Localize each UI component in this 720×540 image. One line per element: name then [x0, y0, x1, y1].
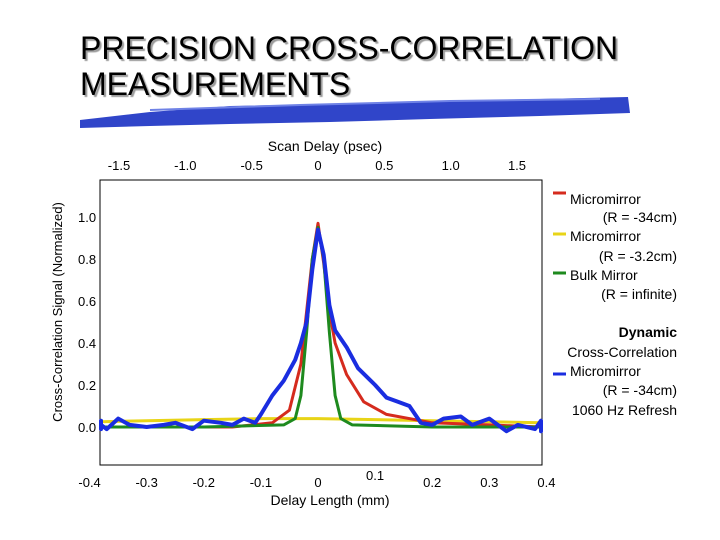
bottom-tick-label: 0 [314, 475, 321, 490]
top-tick-label: 1.5 [508, 158, 526, 173]
plot-frame [99, 179, 543, 466]
top-tick-label: 0 [314, 158, 321, 173]
slide-title-line-1: PRECISION CROSS-CORRELATION [80, 30, 619, 66]
top-tick-label: 0.5 [375, 158, 393, 173]
top-tick-label: 1.0 [442, 158, 460, 173]
y-axis-label: Cross-Correlation Signal (Normalized) [50, 202, 65, 422]
legend-label-2b: (R = -3.2cm) [599, 248, 677, 264]
bottom-tick-label: -0.3 [135, 475, 157, 490]
brush-stroke-divider [80, 97, 630, 128]
y-tick-label: 0.4 [78, 336, 96, 351]
y-tick-label: 0.8 [78, 252, 96, 267]
top-tick-label: -0.5 [240, 158, 262, 173]
top-axis-ticks: -1.5 -1.0 -0.5 0 0.5 1.0 1.5 [108, 158, 526, 173]
y-tick-label: 0.0 [78, 420, 96, 435]
refresh-label: 1060 Hz Refresh [572, 402, 677, 418]
series-line-bulk-mirror [101, 226, 541, 429]
slide-title-line-2: MEASUREMENTS [80, 66, 351, 102]
legend-label-3a: Bulk Mirror [570, 267, 638, 283]
bottom-tick-label: 0.2 [423, 475, 441, 490]
bottom-tick-label: 0.1 [366, 468, 384, 483]
brush-stroke-highlight [149, 98, 601, 111]
legend: Micromirror (R = -34cm) Micromirror (R =… [553, 191, 677, 418]
bottom-tick-label: 0.3 [480, 475, 498, 490]
slide-title: PRECISION CROSS-CORRELATION MEASUREMENTS [80, 30, 618, 102]
bottom-tick-label: 0.4 [537, 475, 555, 490]
bottom-tick-label: -0.2 [193, 475, 215, 490]
y-axis-ticks: 1.0 0.8 0.6 0.4 0.2 0.0 [78, 210, 96, 435]
y-tick-label: 0.6 [78, 294, 96, 309]
top-tick-label: -1.5 [108, 158, 130, 173]
bottom-axis-ticks: -0.4 -0.3 -0.2 -0.1 0 0.1 0.2 0.3 0.4 [78, 468, 555, 490]
legend-label-1a: Micromirror [570, 191, 641, 207]
legend-label-4a: Micromirror [570, 363, 641, 379]
legend-label-2a: Micromirror [570, 228, 641, 244]
series-line-micromirror-34cm [101, 221, 542, 429]
dynamic-sub-label: Cross-Correlation [567, 344, 677, 360]
bottom-axis-label: Delay Length (mm) [270, 492, 389, 508]
legend-label-3b: (R = infinite) [601, 286, 677, 302]
top-tick-label: -1.0 [174, 158, 196, 173]
legend-label-4b: (R = -34cm) [603, 382, 677, 398]
dynamic-label: Dynamic [619, 324, 678, 340]
series-lines [99, 221, 543, 434]
series-line-dynamic-micromirror [99, 227, 543, 434]
top-axis-label: Scan Delay (psec) [268, 138, 382, 154]
y-tick-label: 0.2 [78, 378, 96, 393]
legend-label-1b: (R = -34cm) [603, 209, 677, 225]
bottom-tick-label: -0.1 [250, 475, 272, 490]
y-tick-label: 1.0 [78, 210, 96, 225]
bottom-tick-label: -0.4 [78, 475, 100, 490]
